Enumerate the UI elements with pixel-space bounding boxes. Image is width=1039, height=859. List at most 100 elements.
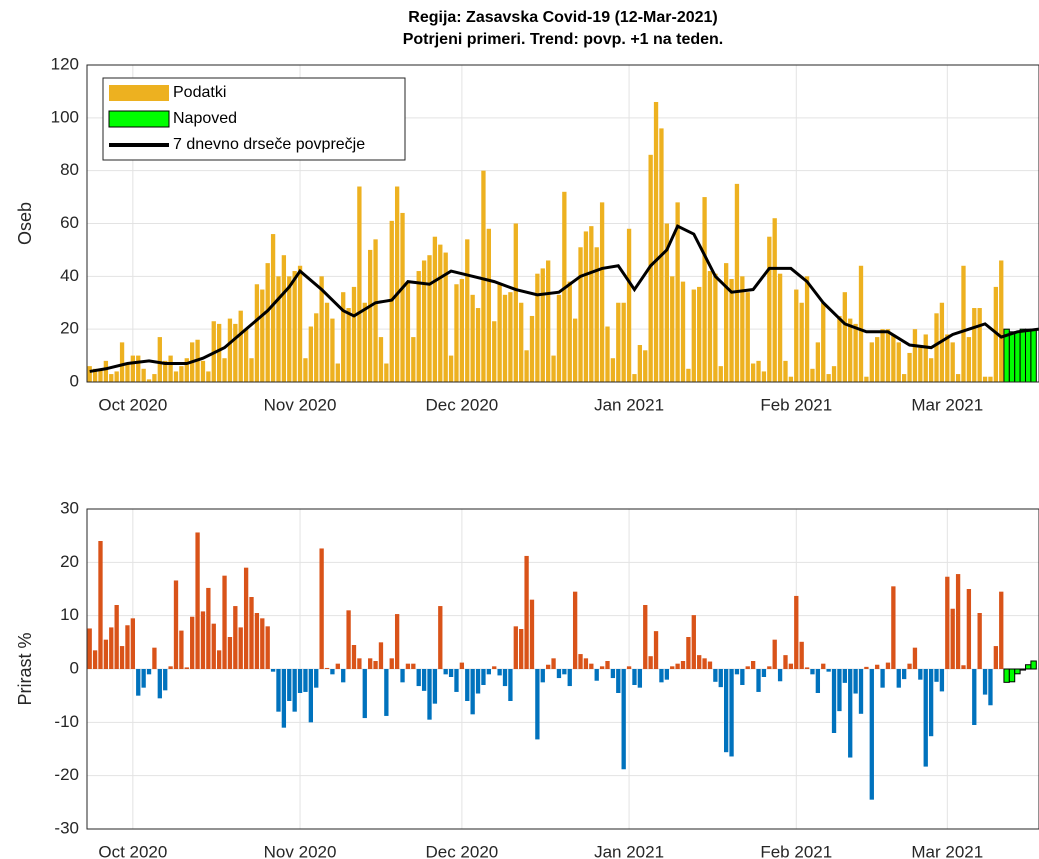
bar <box>842 292 847 382</box>
bar <box>621 669 626 770</box>
bar <box>432 669 438 704</box>
y-tick-label: 120 <box>51 54 79 73</box>
bar <box>254 613 260 669</box>
bar <box>292 271 297 382</box>
bar <box>206 587 211 669</box>
bar <box>308 326 313 382</box>
bar <box>794 595 799 669</box>
y-tick-label: 0 <box>70 658 79 677</box>
bar <box>848 669 853 758</box>
bar <box>885 662 891 669</box>
bar <box>109 374 114 382</box>
bar <box>368 249 373 382</box>
bar <box>999 260 1004 382</box>
bar <box>1014 668 1021 675</box>
bar <box>200 360 206 382</box>
bar <box>222 575 227 669</box>
bar <box>810 669 815 675</box>
bar <box>1025 328 1032 383</box>
bar <box>319 548 324 669</box>
bar <box>454 284 459 382</box>
x-tick-label: Oct 2020 <box>98 395 167 414</box>
x-tick-label: Oct 2020 <box>98 842 167 859</box>
bar <box>891 334 896 382</box>
bar <box>999 591 1004 669</box>
bar <box>691 615 696 669</box>
bar <box>233 606 238 669</box>
bar <box>465 239 470 382</box>
bar <box>853 323 858 382</box>
y-tick-label: 30 <box>60 498 79 517</box>
bar <box>767 666 772 669</box>
bar <box>864 666 869 669</box>
bar <box>513 626 518 669</box>
bar <box>977 308 982 382</box>
legend-label: Podatki <box>173 84 226 101</box>
bar <box>1008 668 1016 683</box>
bar <box>707 271 713 382</box>
bar <box>486 228 491 382</box>
bar <box>826 374 831 382</box>
bar <box>697 655 702 669</box>
bar <box>740 669 745 685</box>
bar <box>265 626 270 669</box>
bar <box>163 360 168 382</box>
bar <box>368 658 373 669</box>
bar <box>734 669 740 675</box>
bar <box>362 302 367 382</box>
bar <box>540 268 545 382</box>
bar <box>826 669 831 672</box>
bar <box>508 669 513 701</box>
bar <box>772 218 777 382</box>
bar <box>459 662 465 669</box>
bar <box>594 669 599 681</box>
x-tick-label: Dec 2020 <box>425 395 498 414</box>
bar <box>98 368 103 382</box>
bar <box>335 363 340 382</box>
bar <box>724 669 729 753</box>
bar <box>616 302 621 382</box>
bar <box>103 360 109 382</box>
bar <box>745 292 750 382</box>
bar <box>664 669 669 680</box>
bar <box>653 101 659 382</box>
bar <box>276 669 281 712</box>
bar <box>788 663 794 669</box>
bar <box>551 658 556 669</box>
bar <box>901 374 907 382</box>
bar <box>918 347 923 382</box>
bar <box>713 669 718 682</box>
bar <box>632 669 637 685</box>
bar <box>168 355 173 382</box>
bar <box>729 278 734 382</box>
bar <box>837 669 842 712</box>
bar <box>314 313 319 382</box>
bar <box>815 669 821 693</box>
bar <box>448 669 454 677</box>
bar <box>265 263 270 382</box>
bar <box>955 374 961 382</box>
bar <box>907 352 912 382</box>
bar <box>551 355 556 382</box>
bar <box>804 276 810 382</box>
bar <box>308 669 313 723</box>
bar <box>540 669 545 683</box>
bar <box>524 555 529 669</box>
bar <box>427 255 432 382</box>
bar <box>119 646 125 669</box>
bar <box>815 342 821 382</box>
bar <box>492 321 497 382</box>
bar <box>130 355 136 382</box>
bar <box>912 329 918 382</box>
bar <box>195 532 200 669</box>
legend-label: 7 dnevno drseče povprečje <box>173 136 365 153</box>
bar <box>934 313 939 382</box>
bar <box>637 669 643 688</box>
y-tick-label: -30 <box>54 818 79 837</box>
y-tick-label: 10 <box>60 605 79 624</box>
bar <box>497 284 502 382</box>
bar <box>794 289 799 382</box>
bar <box>416 669 421 687</box>
bar <box>848 318 853 382</box>
bar <box>621 302 626 382</box>
